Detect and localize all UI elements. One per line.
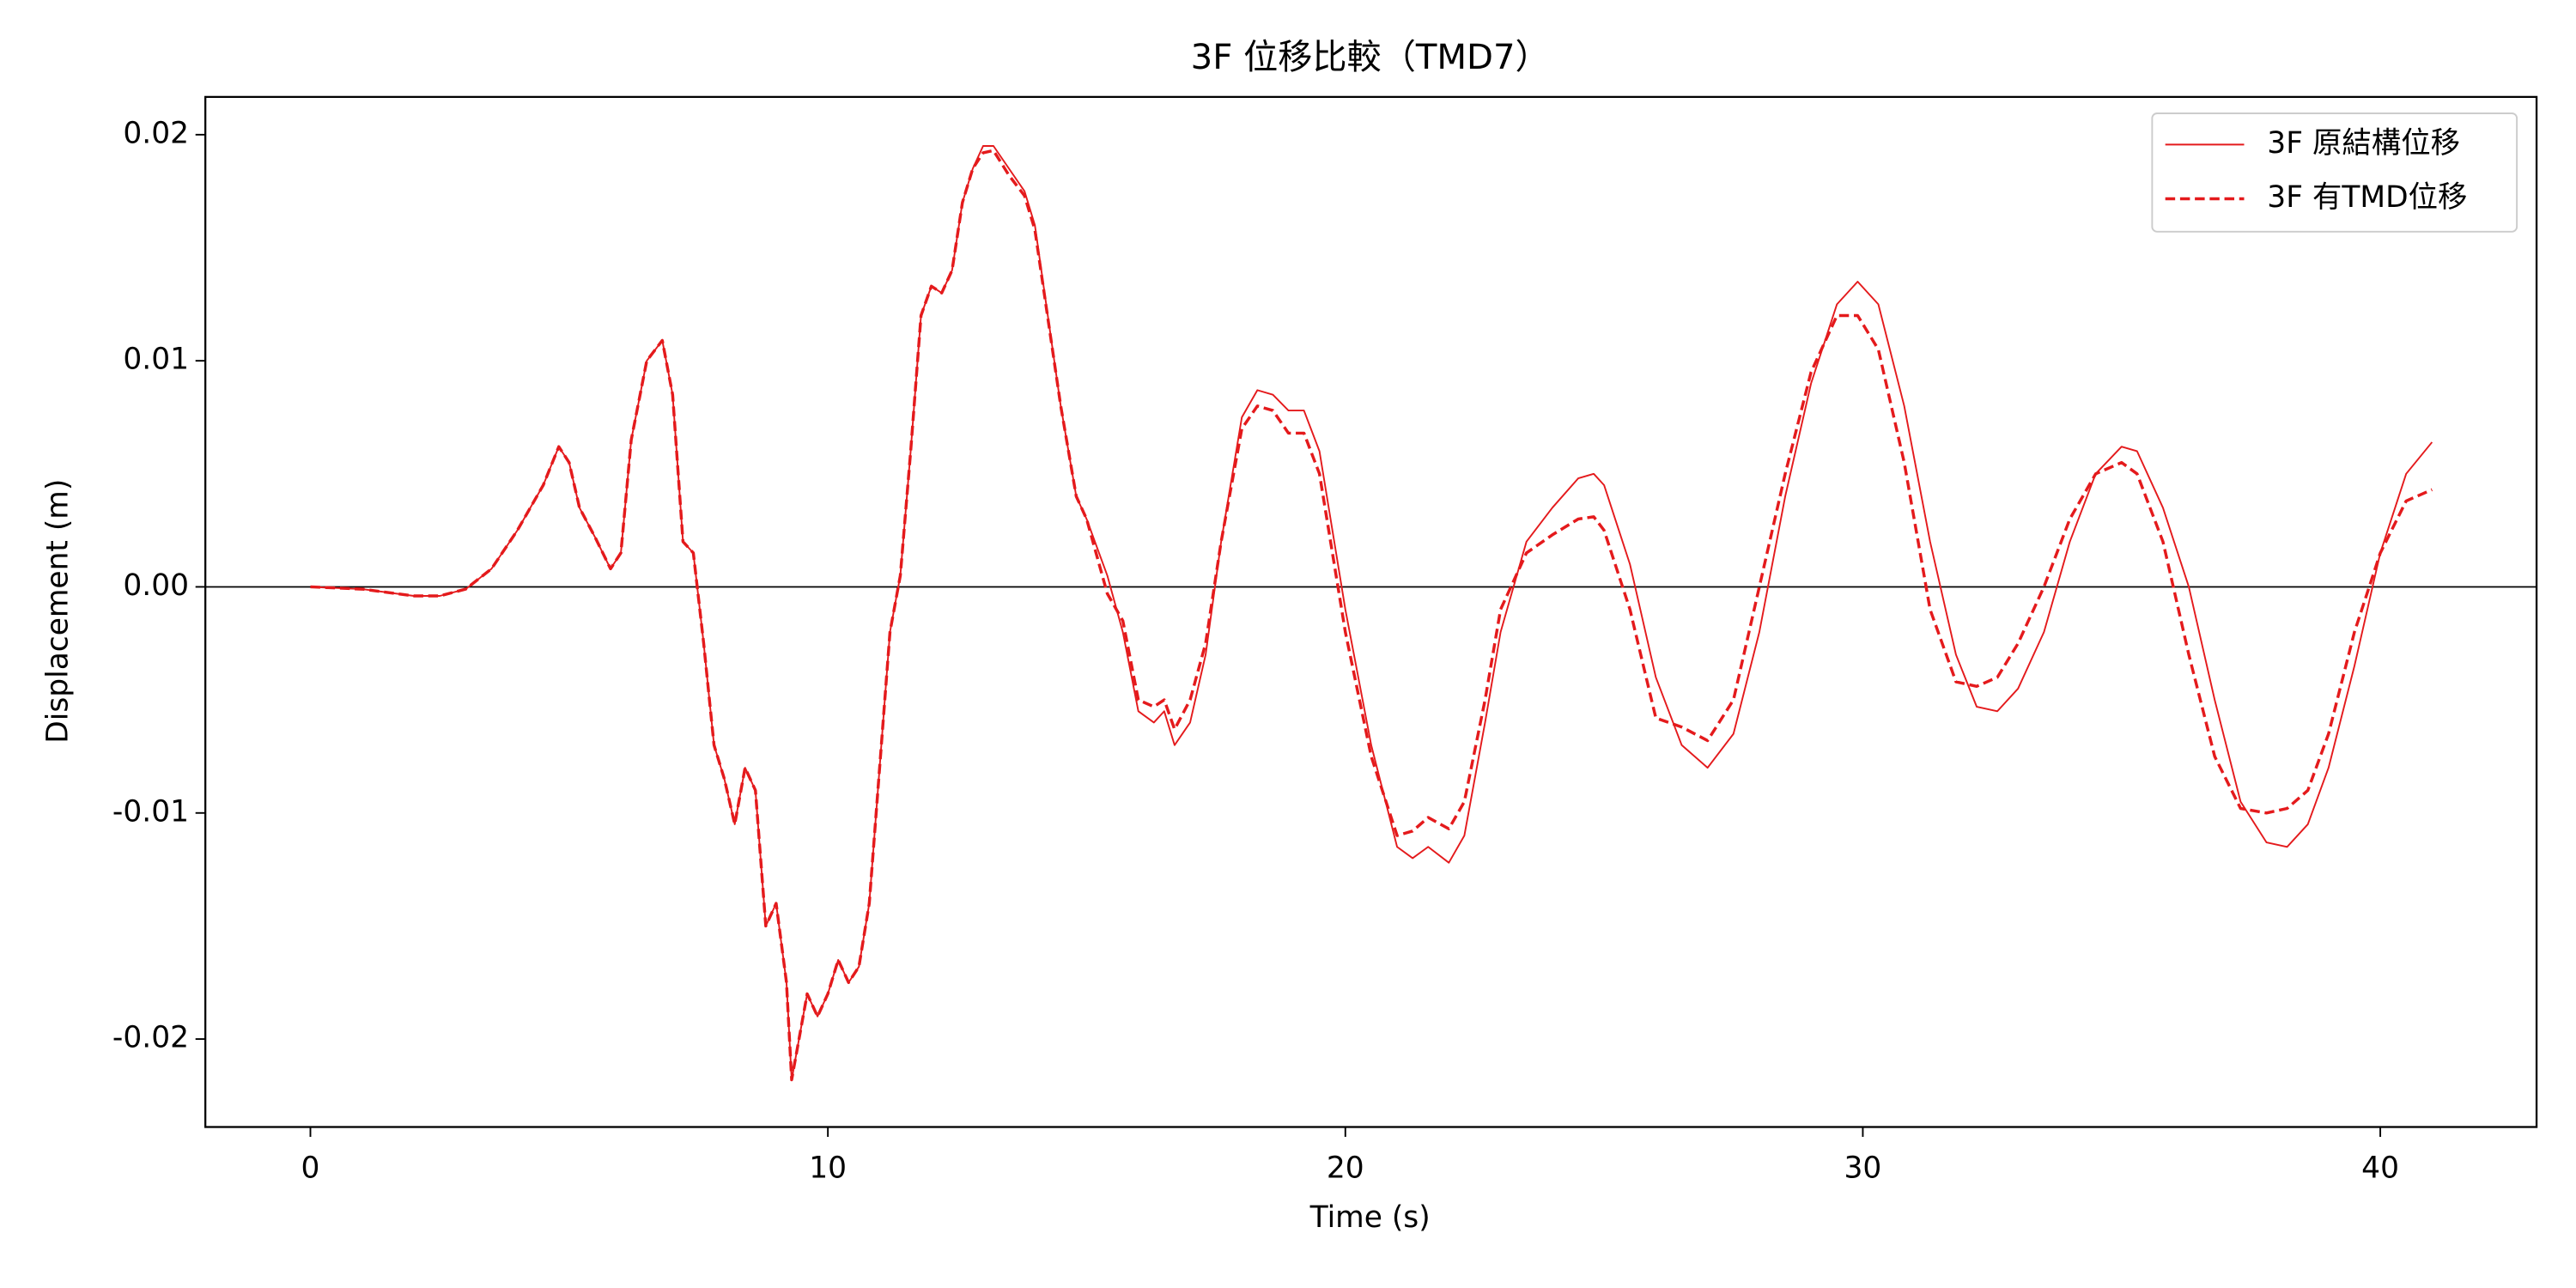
x-tick-label: 10 (809, 1151, 847, 1186)
y-tick-label: -0.01 (112, 794, 189, 829)
legend: 3F 原結構位移 3F 有TMD位移 (2151, 112, 2518, 233)
chart-title: 3F 位移比較（TMD7） (1191, 38, 1550, 77)
legend-label: 3F 原結構位移 (2267, 126, 2460, 161)
y-tick-label: 0.01 (123, 343, 189, 377)
y-tick-label: -0.02 (112, 1021, 189, 1055)
y-tick-label: 0.02 (123, 116, 189, 150)
legend-box (2151, 112, 2518, 233)
x-axis-label: Time (s) (1309, 1200, 1431, 1235)
legend-label: 3F 有TMD位移 (2267, 180, 2467, 215)
y-tick-label: 0.00 (123, 568, 189, 603)
plot-frame (204, 95, 2538, 1128)
x-tick-label: 30 (1844, 1151, 1882, 1186)
x-tick-label: 20 (1327, 1151, 1364, 1186)
x-tick-label: 40 (2361, 1151, 2399, 1186)
x-tick-label: 0 (301, 1151, 320, 1186)
data-line (310, 149, 2433, 1082)
y-axis-label: Displacement (m) (40, 479, 75, 744)
